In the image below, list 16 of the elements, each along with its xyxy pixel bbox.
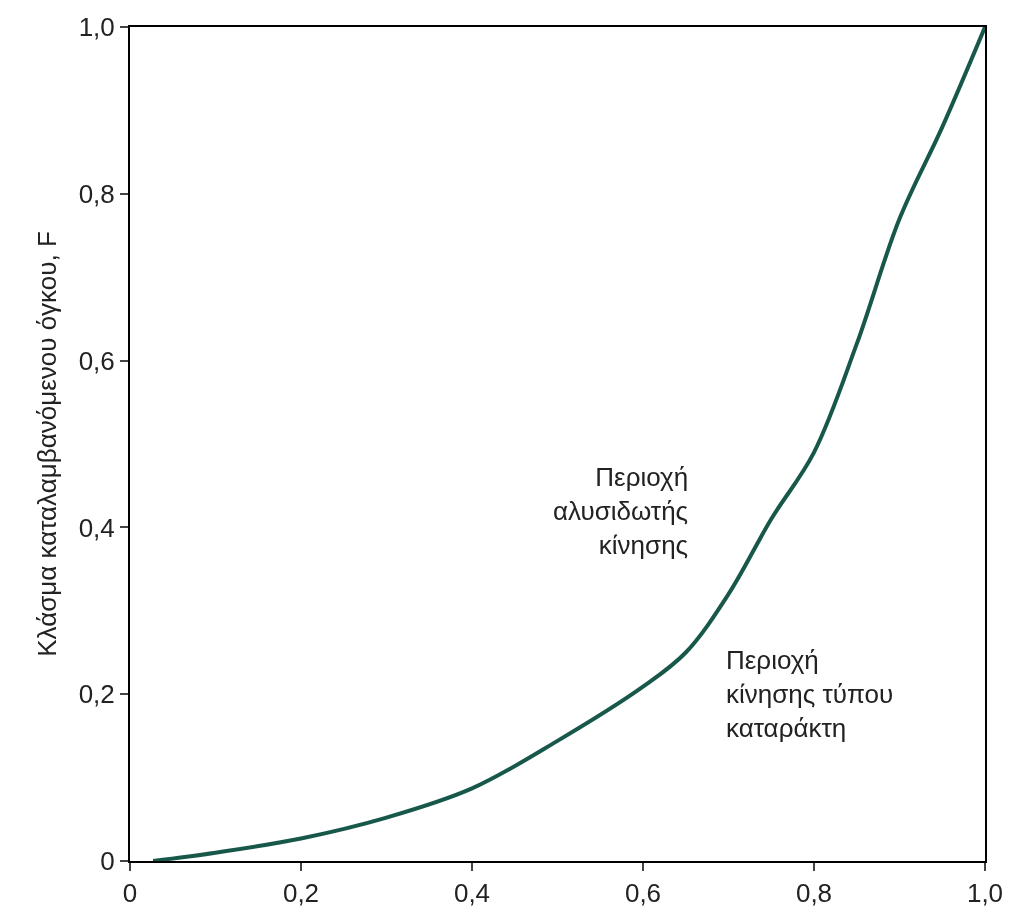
x-tick-label: 0,8 [795, 878, 833, 909]
y-tick-label: 0,4 [78, 512, 115, 543]
y-tick-label: 0,8 [78, 178, 115, 209]
y-tick-label: 1,0 [78, 12, 115, 43]
line-series [151, 27, 985, 861]
annotation: Περιοχή αλυσιδωτής κίνησης [553, 462, 689, 560]
y-axis-title: Κλάσμα καταλαμβανόμενου όγκου, F [31, 231, 62, 657]
x-tick-label: 1,0 [966, 878, 1004, 909]
x-tick-label: 0,4 [453, 878, 491, 909]
x-tick-label: 0,6 [624, 878, 662, 909]
y-tick-label: 0,6 [78, 345, 115, 376]
annotation: Περιοχή κίνησης τύπου καταράκτη [726, 645, 894, 743]
x-tick-label: 0,2 [282, 878, 320, 909]
y-tick-label: 0,2 [78, 679, 115, 710]
x-tick-label: 0 [122, 878, 138, 909]
y-tick-label: 0 [100, 846, 115, 877]
